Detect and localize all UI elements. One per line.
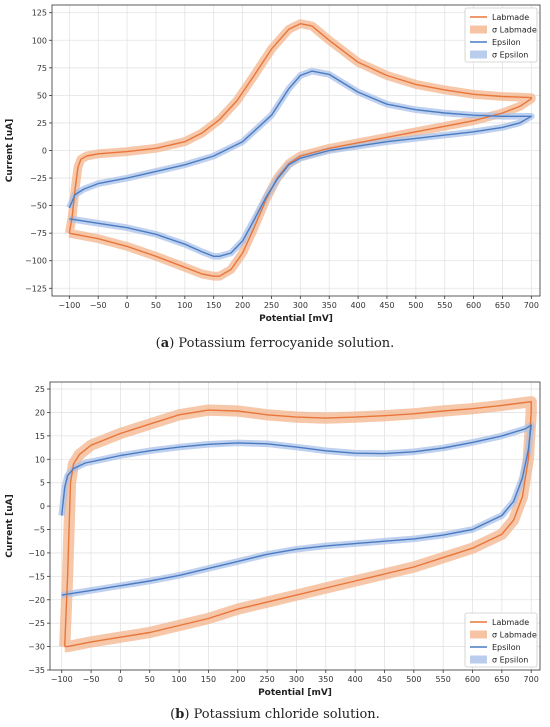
legend-label: σ Epsilon [492,51,528,60]
caption-a-text: Potassium ferrocyanide solution. [178,336,395,351]
y-tick-label: 0 [42,147,47,156]
x-tick-label: 500 [406,675,421,684]
x-tick-label: 250 [264,301,279,310]
x-tick-label: 450 [377,675,392,684]
x-tick-label: 100 [171,675,186,684]
x-tick-label: 350 [318,675,333,684]
x-tick-label: 350 [322,301,337,310]
caption-b-label: b [175,707,185,722]
x-tick-label: 300 [289,675,304,684]
legend-box [464,612,538,668]
y-tick-label: 20 [35,408,45,417]
x-tick-label: 700 [524,675,539,684]
x-tick-label: 250 [259,675,274,684]
y-axis-label: Current [uA] [5,119,15,182]
voltammogram-chart-a: −100 −50 0 50 100 150 200 250 300 350 400 450 500 550… [5,4,541,324]
legend-swatch-band [470,50,487,59]
y-tick-label: −15 [28,572,45,581]
series-line-epsilon [61,424,532,596]
legend-label: σ Labmade [492,631,537,640]
x-tick-label: 200 [235,301,250,310]
x-tick-label: −100 [58,301,80,310]
y-tick-label: −5 [33,526,45,535]
x-tick-label: −50 [83,675,100,684]
y-tick-label: 5 [40,479,45,488]
y-tick-label: −50 [30,202,47,211]
legend-swatch-band [470,655,487,664]
sigma-band-labmade [59,396,537,653]
y-tick-label: −35 [28,666,45,675]
y-tick-label: −25 [28,619,45,628]
y-tick-label: −100 [25,257,47,266]
x-axis-label: Potential [mV] [258,688,332,698]
x-tick-label: 650 [495,301,510,310]
legend-label: Labmade [492,13,529,22]
plot-frame [49,381,541,671]
legend-swatch-band [470,25,487,34]
legend-label: Epsilon [492,38,521,47]
x-tick-label: 150 [201,675,216,684]
y-tick-label: −20 [28,596,45,605]
caption-b-text: Potassium chloride solution. [193,707,380,722]
y-tick-label: −30 [28,643,45,652]
x-tick-label: 0 [125,301,130,310]
legend: Labmade σ Labmade Epsilon σ Epsilon [464,7,538,63]
series-line-labmade [64,401,532,648]
x-tick-label: 600 [465,675,480,684]
x-tick-label: 0 [118,675,123,684]
legend-label: Epsilon [492,643,521,652]
y-tick-label: −25 [30,174,47,183]
x-tick-label: 300 [293,301,308,310]
x-tick-label: −100 [51,675,73,684]
y-tick-label: 125 [32,9,47,18]
x-axis-label: Potential [mV] [259,314,333,324]
x-tick-label: 550 [436,675,451,684]
voltammogram-chart-b: −100 −50 0 50 100 150 200 250 300 350 400 450 500 550… [5,381,541,698]
x-tick-label: 400 [350,301,365,310]
series-line-labmade [68,23,532,277]
y-tick-label: −10 [28,549,45,558]
caption-a: (a) Potassium ferrocyanide solution. [155,336,395,351]
y-tick-label: 15 [35,432,45,441]
x-tick-label: −50 [90,301,107,310]
x-tick-label: 600 [466,301,481,310]
chart-panel-a: −100 −50 0 50 100 150 200 250 300 350 400 450 500 550… [0,0,550,334]
x-tick-label: 700 [524,301,539,310]
x-tick-label: 200 [230,675,245,684]
x-tick-label: 450 [379,301,394,310]
x-tick-label: 650 [494,675,509,684]
x-tick-label: 150 [206,301,221,310]
series-line-epsilon [68,70,532,257]
legend-box [464,7,538,63]
x-tick-label: 400 [348,675,363,684]
x-tick-label: 500 [408,301,423,310]
y-tick-label: 0 [40,502,45,511]
legend-swatch-band [470,630,487,639]
legend-label: σ Labmade [492,26,537,35]
y-tick-label: 25 [37,119,47,128]
x-tick-label: 50 [145,675,155,684]
chart-panel-b: −100 −50 0 50 100 150 200 250 300 350 400 450 500 550… [0,372,550,702]
x-tick-label: 550 [437,301,452,310]
y-tick-label: 100 [32,36,47,45]
x-tick-label: 50 [151,301,161,310]
y-axis-label: Current [uA] [5,494,15,557]
caption-b: (b) Potassium chloride solution. [170,707,380,722]
y-tick-label: 50 [37,91,47,100]
grid [52,5,540,296]
y-tick-label: −125 [25,284,47,293]
legend-label: σ Epsilon [492,656,528,665]
y-tick-label: 10 [35,455,45,464]
legend: Labmade σ Labmade Epsilon σ Epsilon [464,612,538,668]
y-tick-label: −75 [30,229,47,238]
x-tick-label: 100 [177,301,192,310]
legend-label: Labmade [492,618,529,627]
caption-a-label: a [160,336,170,351]
y-tick-label: 25 [35,385,45,394]
y-tick-label: 75 [37,64,47,73]
